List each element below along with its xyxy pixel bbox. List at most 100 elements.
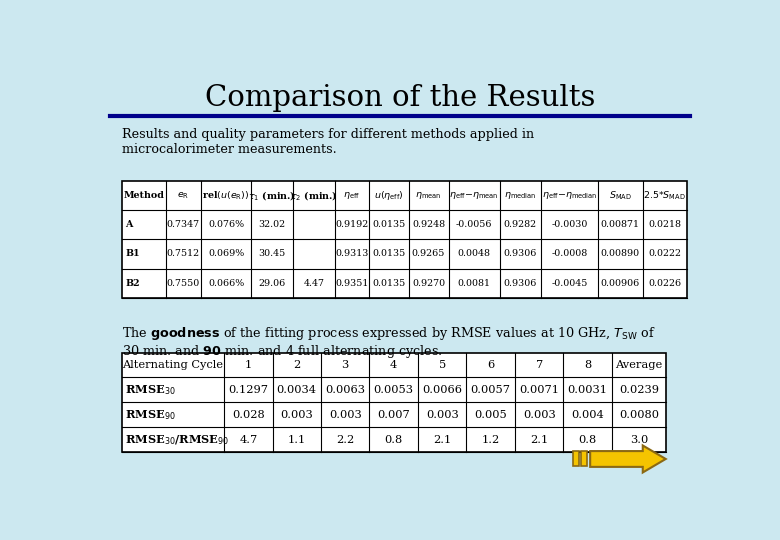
Text: 0.0063: 0.0063	[325, 385, 365, 395]
Bar	[573, 451, 579, 467]
Text: Average: Average	[615, 360, 662, 370]
Text: 0.00906: 0.00906	[601, 279, 640, 288]
Text: 6: 6	[487, 360, 495, 370]
Text: A: A	[126, 220, 133, 230]
Text: 0.9282: 0.9282	[504, 220, 537, 230]
Text: 0.0239: 0.0239	[619, 385, 659, 395]
Text: 0.066%: 0.066%	[208, 279, 244, 288]
Text: 2.2: 2.2	[336, 435, 354, 445]
Text: Alternating Cycle: Alternating Cycle	[122, 360, 223, 370]
Text: 0.028: 0.028	[232, 410, 264, 420]
Text: 0.9306: 0.9306	[504, 279, 537, 288]
Text: $\eta_{\rm eff}$$-$$\eta_{\rm median}$: $\eta_{\rm eff}$$-$$\eta_{\rm median}$	[542, 190, 597, 201]
Text: RMSE$_{90}$: RMSE$_{90}$	[126, 408, 176, 422]
Text: 7: 7	[536, 360, 543, 370]
Text: 5: 5	[438, 360, 446, 370]
Text: 0.0222: 0.0222	[648, 249, 681, 259]
Bar	[122, 353, 666, 453]
Text: 2: 2	[293, 360, 300, 370]
Text: 0.9265: 0.9265	[412, 249, 445, 259]
Text: -0.0045: -0.0045	[551, 279, 588, 288]
Text: microcalorimeter measurements.: microcalorimeter measurements.	[122, 143, 336, 156]
Text: rel$(u(e_{\rm R}))$: rel$(u(e_{\rm R}))$	[203, 190, 250, 202]
Text: 0.005: 0.005	[474, 410, 507, 420]
Text: 0.00871: 0.00871	[601, 220, 640, 230]
Text: 0.076%: 0.076%	[208, 220, 244, 230]
Text: 0.1297: 0.1297	[229, 385, 268, 395]
Text: 0.7512: 0.7512	[167, 249, 200, 259]
Text: 4.7: 4.7	[239, 435, 257, 445]
Text: 0.0081: 0.0081	[458, 279, 491, 288]
Text: 0.7347: 0.7347	[167, 220, 200, 230]
Text: -0.0056: -0.0056	[456, 220, 492, 230]
Text: RMSE$_{30}$: RMSE$_{30}$	[126, 383, 176, 397]
Text: 0.0135: 0.0135	[372, 220, 406, 230]
Text: 30.45: 30.45	[259, 249, 285, 259]
Text: 0.9248: 0.9248	[412, 220, 445, 230]
Text: Comparison of the Results: Comparison of the Results	[204, 84, 595, 112]
Text: Method: Method	[123, 191, 165, 200]
Text: B1: B1	[126, 249, 140, 259]
Text: 0.9313: 0.9313	[335, 249, 368, 259]
Text: Results and quality parameters for different methods applied in: Results and quality parameters for diffe…	[122, 128, 534, 141]
Text: 0.00890: 0.00890	[601, 249, 640, 259]
Text: 0.003: 0.003	[523, 410, 555, 420]
Text: 0.0057: 0.0057	[470, 385, 511, 395]
Text: 0.004: 0.004	[571, 410, 604, 420]
Text: $\eta_{\rm mean}$: $\eta_{\rm mean}$	[416, 190, 441, 201]
Text: 0.7550: 0.7550	[167, 279, 200, 288]
Text: 0.9306: 0.9306	[504, 249, 537, 259]
Text: 0.0048: 0.0048	[458, 249, 491, 259]
Text: 0.0071: 0.0071	[519, 385, 559, 395]
Text: $e_{\rm R}$: $e_{\rm R}$	[177, 191, 190, 201]
Text: 0.003: 0.003	[280, 410, 313, 420]
Text: 3: 3	[342, 360, 349, 370]
Bar	[581, 451, 587, 467]
Text: $u(\eta_{\rm eff})$: $u(\eta_{\rm eff})$	[374, 190, 403, 202]
Text: 0.003: 0.003	[426, 410, 459, 420]
Text: 0.8: 0.8	[579, 435, 597, 445]
Text: 8: 8	[584, 360, 591, 370]
Text: 0.9192: 0.9192	[335, 220, 368, 230]
Text: 0.0034: 0.0034	[277, 385, 317, 395]
Text: 0.0066: 0.0066	[422, 385, 463, 395]
Text: 0.9351: 0.9351	[335, 279, 368, 288]
Text: 0.0135: 0.0135	[372, 249, 406, 259]
Text: 32.02: 32.02	[259, 220, 285, 230]
Text: $S_{\rm MAD}$: $S_{\rm MAD}$	[608, 190, 632, 202]
Text: $\eta_{\rm eff}$: $\eta_{\rm eff}$	[343, 190, 360, 201]
Bar	[122, 181, 687, 298]
Text: 2.1: 2.1	[433, 435, 452, 445]
Text: 0.003: 0.003	[329, 410, 362, 420]
Text: 4: 4	[390, 360, 397, 370]
Text: $\tau_1$ (min.): $\tau_1$ (min.)	[249, 190, 296, 202]
Text: 0.0218: 0.0218	[648, 220, 681, 230]
Text: 0.0031: 0.0031	[568, 385, 608, 395]
Text: $\eta_{\rm median}$: $\eta_{\rm median}$	[504, 190, 537, 201]
Text: 2.1: 2.1	[530, 435, 548, 445]
Text: 1: 1	[245, 360, 252, 370]
FancyArrow shape	[590, 446, 666, 472]
Text: 0.0135: 0.0135	[372, 279, 406, 288]
Text: $\eta_{\rm eff}$$-$$\eta_{\rm mean}$: $\eta_{\rm eff}$$-$$\eta_{\rm mean}$	[449, 190, 498, 201]
Text: -0.0008: -0.0008	[551, 249, 587, 259]
Text: 0.0080: 0.0080	[619, 410, 659, 420]
Text: 0.0226: 0.0226	[648, 279, 682, 288]
Text: 1.2: 1.2	[481, 435, 500, 445]
Text: 0.0053: 0.0053	[374, 385, 413, 395]
Text: 0.007: 0.007	[378, 410, 410, 420]
Text: The $\mathbf{goodness}$ of the fitting process expressed by RMSE values at 10 GH: The $\mathbf{goodness}$ of the fitting p…	[122, 325, 655, 342]
Text: 3.0: 3.0	[629, 435, 648, 445]
Text: 0.069%: 0.069%	[208, 249, 244, 259]
Text: 29.06: 29.06	[259, 279, 285, 288]
Text: 0.8: 0.8	[385, 435, 402, 445]
Text: B2: B2	[126, 279, 140, 288]
Text: 4.47: 4.47	[303, 279, 324, 288]
Text: 30 min. and $\mathbf{90}$ min. and 4 full alternating cycles.: 30 min. and $\mathbf{90}$ min. and 4 ful…	[122, 342, 442, 360]
Text: 1.1: 1.1	[288, 435, 306, 445]
Text: -0.0030: -0.0030	[551, 220, 588, 230]
Text: RMSE$_{30}$/RMSE$_{90}$: RMSE$_{30}$/RMSE$_{90}$	[126, 433, 229, 447]
Text: $\tau_2$ (min.): $\tau_2$ (min.)	[290, 190, 338, 202]
Text: $2.5$$*$$S_{\rm MAD}$: $2.5$$*$$S_{\rm MAD}$	[644, 190, 686, 202]
Text: 0.9270: 0.9270	[412, 279, 445, 288]
